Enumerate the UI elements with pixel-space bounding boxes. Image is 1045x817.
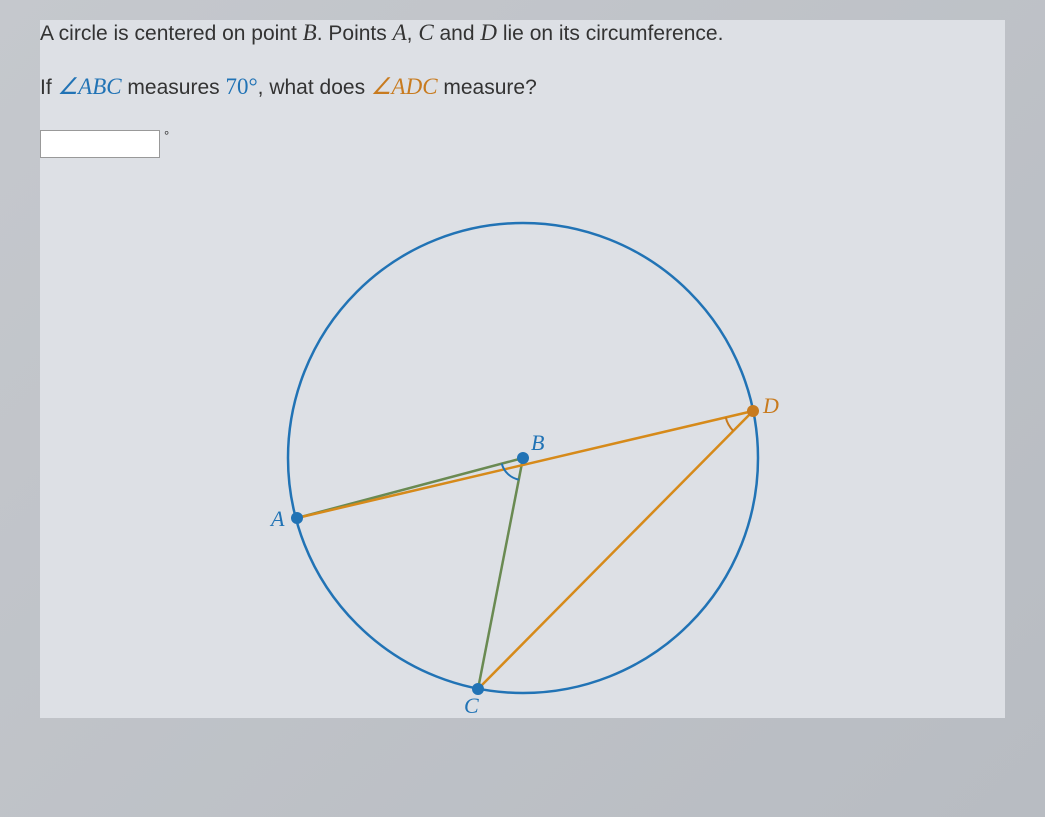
text-segment: measure? (438, 76, 537, 99)
angle-mark-adc (725, 417, 733, 431)
diagram-container: A B C D (40, 198, 1005, 718)
point-label-c: C (464, 693, 479, 718)
asked-angle-label: ADC (392, 74, 438, 99)
given-angle-label: ABC (78, 74, 121, 99)
asked-angle: ∠ADC (371, 74, 438, 99)
variable-a: A (393, 20, 407, 45)
text-segment: lie on its circumference. (497, 22, 723, 45)
angle-symbol: ∠ (58, 74, 79, 99)
text-segment: . Points (317, 22, 393, 45)
angle-symbol: ∠ (371, 74, 392, 99)
text-segment: If (40, 76, 58, 99)
text-segment: , what does (258, 76, 371, 99)
point-a (291, 512, 303, 524)
point-label-a: A (269, 506, 285, 531)
answer-input[interactable] (40, 130, 160, 158)
chord-da (297, 411, 753, 518)
given-angle: ∠ABC (58, 74, 122, 99)
given-angle-value: 70° (225, 74, 257, 99)
question-line-2: If ∠ABC measures 70°, what does ∠ADC mea… (40, 74, 1005, 100)
degree-unit: ° (164, 128, 169, 143)
text-segment: A circle is centered on point (40, 22, 303, 45)
answer-row: ° (40, 130, 1005, 158)
text-segment: , (407, 22, 419, 45)
variable-c: C (418, 20, 433, 45)
geometry-diagram: A B C D (223, 198, 823, 718)
text-segment: measures (122, 76, 226, 99)
point-label-b: B (531, 430, 544, 455)
chord-dc (478, 411, 753, 689)
point-b (517, 452, 529, 464)
variable-d: D (480, 20, 497, 45)
variable-b: B (303, 20, 317, 45)
question-line-1: A circle is centered on point B. Points … (40, 20, 1005, 46)
point-d (747, 405, 759, 417)
text-segment: and (434, 22, 481, 45)
point-label-d: D (762, 393, 779, 418)
radius-bc (478, 458, 523, 689)
